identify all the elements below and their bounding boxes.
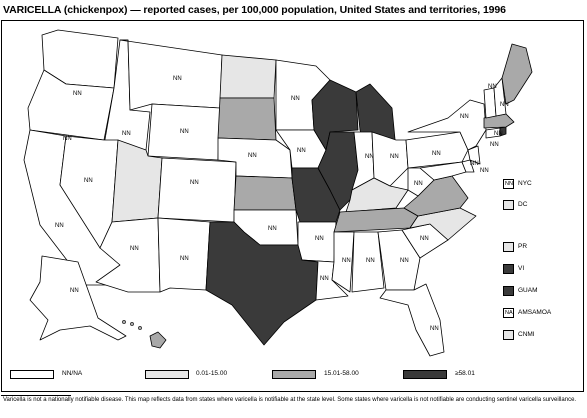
footnote-rule — [1, 395, 71, 396]
territory-label-cnmi: CNMI — [518, 331, 535, 338]
territory-box-cnmi — [503, 330, 514, 340]
legend-label-high: ≥58.01 — [455, 370, 475, 377]
state-label-new-mexico: NN — [180, 256, 189, 262]
legend-label-mid: 15.01-58.00 — [324, 370, 359, 377]
state-pennsylvania — [405, 131, 469, 169]
state-label-ohio: NN — [390, 154, 399, 160]
state-mississippi — [331, 231, 355, 293]
state-label-arizona: NN — [130, 246, 139, 252]
territory-label-amsamoa: AMSAMOA — [518, 309, 552, 316]
state-label-pennsylvania: NN — [432, 151, 441, 157]
state-tennessee — [333, 207, 419, 233]
state-label-new-hampshire: NN — [500, 102, 509, 108]
state-label-california: NN — [55, 223, 64, 229]
state-label-nebraska: NN — [248, 153, 257, 159]
territory-box-pr — [503, 242, 514, 252]
state-alaska — [29, 255, 127, 341]
state-new-jersey — [467, 145, 481, 165]
territory-box-nyc: NN — [503, 179, 514, 189]
state-label-montana: NN — [173, 76, 182, 82]
state-label-georgia: NN — [400, 258, 409, 264]
state-south-dakota — [217, 97, 277, 141]
footnote: Varicella is not a nationally notifiable… — [3, 397, 577, 403]
state-label-colorado: NN — [190, 180, 199, 186]
state-label-oregon: NN — [63, 136, 72, 142]
states-layer — [23, 29, 533, 357]
state-label-connecticut: NN — [494, 131, 503, 137]
state-label-new-jersey: NN — [490, 142, 499, 148]
state-label-oklahoma: NN — [268, 226, 277, 232]
state-label-idaho: NN — [122, 131, 131, 137]
hawaii-island-2 — [122, 320, 126, 324]
hawaii-island-1 — [130, 322, 134, 326]
state-label-nevada: NN — [84, 178, 93, 184]
legend-swatch-nn-na — [10, 370, 54, 379]
state-label-florida: NN — [430, 326, 439, 332]
state-label-maryland: NN — [470, 161, 479, 167]
state-label-louisiana: NN — [320, 276, 329, 282]
state-new-hampshire — [493, 77, 507, 117]
state-alabama — [351, 231, 385, 293]
state-florida — [379, 283, 445, 357]
state-kansas — [233, 175, 297, 211]
state-label-minnesota: NN — [291, 96, 300, 102]
territory-label-guam: GUAM — [518, 287, 538, 294]
legend-label-nn-na: NN/NA — [62, 370, 83, 377]
legend-swatch-mid — [272, 370, 316, 379]
state-delaware — [461, 159, 475, 173]
map-frame — [1, 20, 584, 392]
state-label-alabama: NN — [366, 258, 375, 264]
state-georgia — [377, 229, 421, 291]
state-wisconsin — [311, 79, 359, 151]
state-label-mississippi: NN — [342, 258, 351, 264]
territory-label-vi: VI — [518, 265, 525, 272]
state-label-new-york: NN — [460, 114, 469, 120]
legend-swatch-high — [403, 370, 447, 379]
territory-box-guam — [503, 286, 514, 296]
state-labels-layer: NN NN NN NN NN NN NN NN NN NN NN NN NN NN NN NN NN NN NN NN… — [55, 76, 509, 332]
map-title: VARICELLA (chickenpox) — reported cases,… — [3, 4, 506, 16]
state-label-iowa: NN — [297, 148, 306, 154]
state-arkansas — [297, 221, 337, 263]
state-hawaii — [149, 331, 167, 349]
state-label-vermont: NN — [488, 84, 497, 90]
territory-box-dc — [503, 200, 514, 210]
legend-label-low: 0.01-15.00 — [196, 370, 228, 377]
state-colorado — [157, 157, 237, 223]
state-label-wyoming: NN — [180, 129, 189, 135]
territory-box-vi — [503, 264, 514, 274]
territory-label-pr: PR — [518, 243, 528, 250]
state-maryland — [419, 161, 467, 181]
state-label-south-carolina: NN — [420, 236, 429, 242]
state-north-dakota — [219, 54, 277, 99]
state-label-west-virginia: NN — [414, 181, 423, 187]
state-label-delaware: NN — [480, 168, 489, 174]
hawaii-island-0 — [138, 326, 142, 330]
state-label-washington: NN — [73, 91, 82, 97]
state-label-alaska: NN — [70, 288, 79, 294]
state-label-indiana: NN — [365, 154, 374, 160]
state-west-virginia — [407, 167, 435, 197]
state-label-arkansas: NN — [315, 236, 324, 242]
territory-label-nyc: NYC — [518, 180, 532, 187]
state-maine — [501, 43, 533, 105]
state-new-mexico — [157, 217, 211, 293]
territory-label-dc: DC — [518, 201, 528, 208]
territory-box-amsamoa: NA — [503, 308, 514, 318]
legend-swatch-low — [145, 370, 189, 379]
state-montana — [119, 39, 223, 111]
